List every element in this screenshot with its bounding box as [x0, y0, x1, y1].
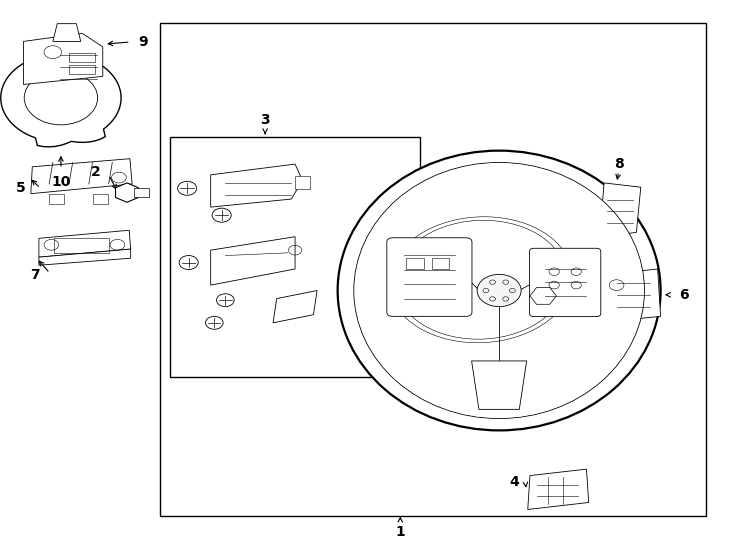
Ellipse shape	[355, 163, 644, 418]
Text: 7: 7	[30, 268, 40, 282]
Circle shape	[477, 274, 521, 307]
Circle shape	[206, 316, 223, 329]
Polygon shape	[1, 54, 121, 147]
Bar	[49, 194, 64, 205]
Polygon shape	[39, 249, 131, 265]
Text: 9: 9	[138, 35, 148, 49]
Circle shape	[178, 181, 197, 195]
Ellipse shape	[338, 151, 661, 430]
Polygon shape	[471, 361, 526, 409]
Bar	[69, 53, 95, 62]
Bar	[160, 23, 706, 516]
Bar	[54, 238, 109, 253]
Bar	[406, 258, 424, 269]
Circle shape	[179, 255, 198, 269]
Circle shape	[24, 71, 98, 125]
Text: 2: 2	[90, 165, 101, 179]
Ellipse shape	[354, 163, 644, 418]
Circle shape	[217, 294, 234, 307]
Polygon shape	[600, 183, 641, 237]
Circle shape	[212, 208, 231, 222]
Bar	[69, 65, 95, 73]
Text: 8: 8	[614, 157, 624, 171]
Polygon shape	[211, 237, 295, 285]
Bar	[134, 188, 149, 197]
Text: 5: 5	[15, 181, 26, 195]
Polygon shape	[31, 159, 132, 194]
Text: 4: 4	[509, 475, 519, 489]
FancyBboxPatch shape	[387, 238, 472, 316]
Bar	[170, 137, 420, 376]
Text: 10: 10	[51, 176, 70, 190]
FancyBboxPatch shape	[530, 248, 600, 316]
Bar	[295, 176, 310, 190]
Text: 3: 3	[261, 113, 270, 127]
Polygon shape	[53, 24, 81, 42]
Polygon shape	[273, 291, 317, 323]
Polygon shape	[528, 469, 589, 509]
Text: 6: 6	[679, 288, 689, 302]
Polygon shape	[39, 230, 131, 257]
Bar	[432, 258, 449, 269]
Polygon shape	[211, 164, 302, 207]
Bar	[93, 194, 108, 205]
Polygon shape	[115, 183, 139, 202]
Polygon shape	[608, 269, 661, 322]
Text: 1: 1	[396, 524, 405, 538]
Polygon shape	[23, 33, 103, 84]
